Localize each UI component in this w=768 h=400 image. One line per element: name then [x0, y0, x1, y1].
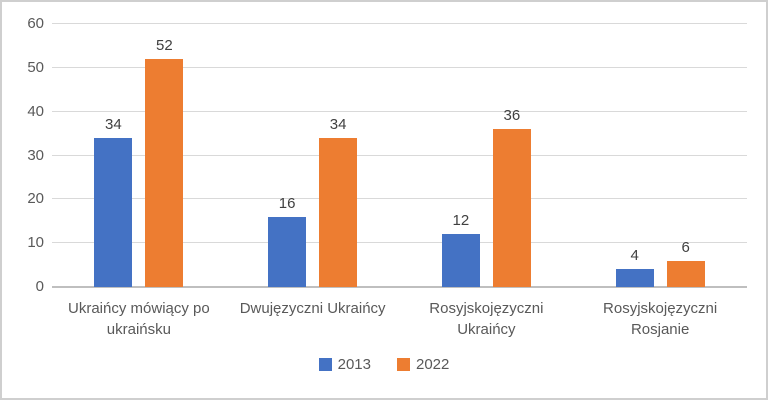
bar-2022-category-4: [666, 260, 705, 287]
bar-value-label: 16: [278, 194, 296, 212]
legend-swatch-icon: [397, 358, 410, 371]
bar-2013-category-1: [94, 137, 133, 287]
bar-2022-category-1: [145, 59, 184, 287]
y-tick-label: 10: [27, 234, 44, 252]
gridline: [52, 242, 747, 244]
legend-label: 2022: [416, 356, 450, 373]
legend-label: 2013: [337, 356, 371, 373]
y-tick-label: 50: [27, 58, 44, 76]
bar-value-label: 52: [156, 37, 173, 55]
gridline: [52, 23, 747, 24]
legend-swatch-icon: [318, 358, 332, 371]
plot-area: 34 52 16 34 12 36 4 6: [52, 23, 747, 288]
bar-value-label: 12: [452, 212, 470, 230]
gridline: [52, 66, 747, 68]
bar-2022-category-2: [319, 137, 358, 287]
legend: 2013 2022: [2, 356, 766, 373]
bar-value-label: 34: [329, 115, 347, 133]
y-tick-label: 30: [27, 146, 44, 164]
bar-2013-category-2: [268, 216, 307, 287]
y-tick-label: 0: [35, 278, 44, 295]
y-tick-label: 20: [27, 190, 44, 208]
bar-2013-category-3: [441, 234, 480, 287]
bar-value-label: 36: [503, 107, 521, 125]
y-tick-label: 60: [27, 15, 44, 32]
bar-value-label: 4: [630, 247, 639, 265]
category-label: Ukraińcy mówiący po ukraińsku: [68, 300, 210, 338]
bar-2013-category-4: [615, 269, 654, 287]
bar-value-label: 34: [105, 115, 122, 133]
x-axis-line: [52, 286, 747, 288]
legend-item-2013: 2013: [318, 356, 371, 373]
gridline: [52, 110, 747, 112]
bar-2022-category-3: [492, 129, 531, 287]
bar-value-label: 6: [681, 238, 690, 256]
legend-item-2022: 2022: [397, 356, 449, 373]
category-label: Rosyjskojęzyczni Rosjanie: [603, 300, 718, 338]
category-label: Rosyjskojęzyczni Ukraińcy: [429, 300, 544, 338]
y-tick-label: 40: [27, 102, 44, 120]
category-label: Dwujęzyczni Ukraińcy: [239, 300, 386, 317]
gridline: [52, 198, 747, 200]
gridline: [52, 154, 747, 156]
